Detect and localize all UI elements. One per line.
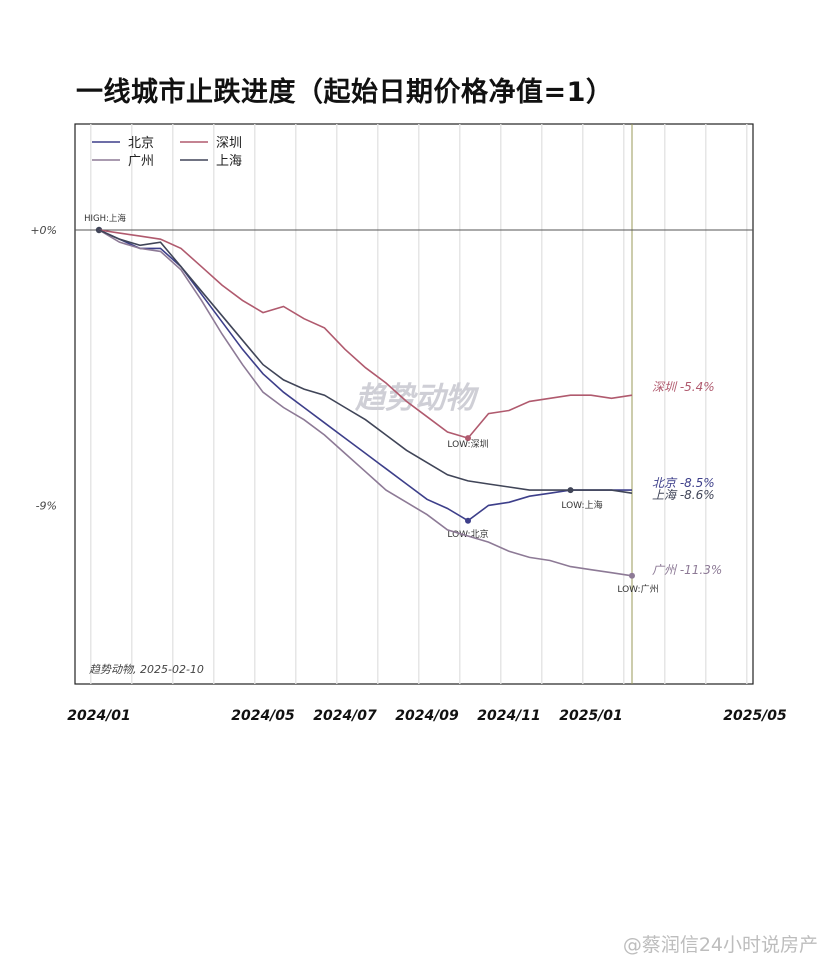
low-marker-3: [567, 487, 574, 494]
end-label-3: 上海 -8.6%: [652, 488, 715, 502]
footer-watermark: @蔡润信24小时说房产: [622, 934, 818, 956]
x-tick-label: 2025/01: [559, 708, 623, 724]
low-label-2: LOW:广州: [617, 583, 658, 595]
series-line-1: [98, 229, 633, 440]
x-tick-label: 2024/01: [67, 708, 131, 724]
series-line-3: [98, 229, 633, 494]
x-tick-label: 2025/05: [723, 708, 787, 724]
plot-frame: [74, 123, 754, 685]
low-label-3: LOW:上海: [561, 499, 602, 511]
legend-label-3: 上海: [216, 154, 242, 169]
x-tick-label: 2024/11: [477, 708, 541, 724]
low-label-1: LOW:深圳: [447, 439, 488, 450]
source-note: 趋势动物, 2025-02-10: [89, 663, 204, 676]
low-marker-0: [465, 517, 471, 524]
legend-label-2: 广州: [128, 154, 154, 169]
low-marker-1: [465, 435, 471, 442]
y-tick-label: -9%: [36, 499, 57, 512]
x-tick-label: 2024/07: [313, 708, 377, 724]
legend-label-0: 北京: [128, 136, 154, 151]
chart-watermark: 趋势动物: [354, 381, 480, 416]
legend-label-1: 深圳: [216, 136, 242, 151]
x-tick-label: 2024/09: [395, 708, 459, 724]
y-tick-label: +0%: [30, 224, 57, 237]
page-title: 一线城市止跌进度（起始日期价格净值=1）: [76, 77, 614, 108]
high-label: HIGH:上海: [84, 213, 126, 224]
end-label-0: 北京 -8.5%: [652, 476, 715, 490]
low-marker-2: [629, 572, 635, 579]
end-label-2: 广州 -11.3%: [652, 563, 722, 577]
end-label-1: 深圳 -5.4%: [652, 380, 715, 394]
series-line-2: [98, 229, 633, 577]
x-tick-label: 2024/05: [231, 708, 295, 724]
low-label-0: LOW:北京: [447, 528, 488, 540]
